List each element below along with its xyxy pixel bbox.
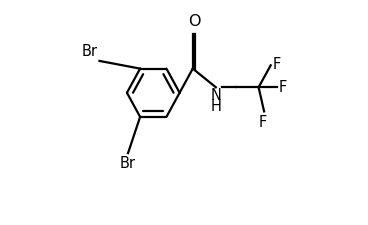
- Text: F: F: [259, 115, 267, 130]
- Text: N: N: [210, 88, 221, 103]
- Text: F: F: [272, 57, 281, 72]
- Text: H: H: [210, 99, 221, 114]
- Text: Br: Br: [120, 156, 136, 171]
- Text: O: O: [188, 14, 200, 29]
- Text: F: F: [279, 80, 287, 95]
- Text: Br: Br: [81, 44, 97, 59]
